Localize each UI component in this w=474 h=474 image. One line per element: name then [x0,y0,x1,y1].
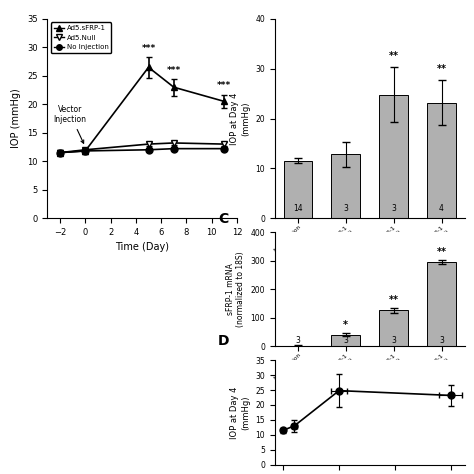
Bar [331,155,360,218]
X-axis label: Time (Day): Time (Day) [115,242,169,252]
Text: 3: 3 [391,336,396,345]
Bar [379,95,408,218]
Text: 3: 3 [391,204,396,213]
Y-axis label: sFRP-1 mRNA
(normalized to 18S): sFRP-1 mRNA (normalized to 18S) [226,251,245,327]
Text: 3: 3 [343,336,348,345]
Text: 3: 3 [295,336,301,345]
Text: **: ** [389,295,399,305]
Y-axis label: IOP (mmHg): IOP (mmHg) [11,89,21,148]
Text: ***: *** [167,66,181,75]
Y-axis label: IOP at Day 4
(mmHg): IOP at Day 4 (mmHg) [230,386,250,438]
Bar [427,262,456,346]
Bar [283,161,312,218]
Text: D: D [218,334,229,348]
Text: 14: 14 [293,204,303,213]
Text: **: ** [437,247,447,257]
Text: ***: *** [141,44,155,53]
Text: 4: 4 [439,204,444,213]
Text: ***: *** [217,81,231,90]
Text: 3: 3 [343,204,348,213]
Text: Vector
Injection: Vector Injection [54,105,87,143]
Y-axis label: IOP at Day 4
(mmHg): IOP at Day 4 (mmHg) [230,92,250,145]
Text: **: ** [437,64,447,74]
Bar [427,102,456,218]
Bar [379,310,408,346]
Legend: Ad5.sFRP-1, Ad5.Null, No Injection: Ad5.sFRP-1, Ad5.Null, No Injection [51,22,111,53]
Text: 3: 3 [439,336,444,345]
Text: C: C [218,212,228,226]
Bar [331,335,360,346]
Text: *: * [343,320,348,330]
Text: **: ** [389,51,399,61]
